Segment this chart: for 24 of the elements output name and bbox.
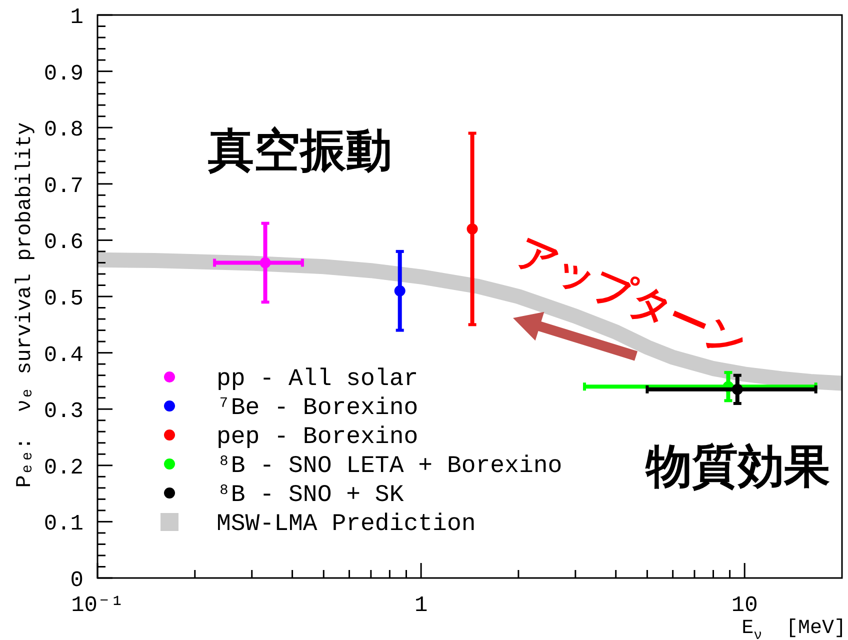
y-tick-label: 0.7 — [44, 174, 84, 199]
annotation: 真空振動 — [208, 123, 392, 177]
y-tick-label: 0.3 — [44, 399, 84, 424]
legend-label: ⁸B - SNO + SK — [216, 482, 404, 509]
y-tick-label: 0.2 — [44, 455, 84, 480]
annotation: 物質効果 — [646, 439, 830, 493]
y-tick-label: 0.5 — [44, 286, 84, 312]
y-tick-label: 0.8 — [44, 118, 84, 143]
annotation: アップターン — [510, 228, 754, 368]
x-tick-label: 10 — [731, 593, 758, 618]
legend-label: pep - Borexino — [216, 424, 418, 451]
y-tick-label: 0.1 — [44, 512, 84, 537]
legend-label: MSW-LMA Prediction — [216, 511, 476, 538]
legend-label: ⁷Be - Borexino — [216, 395, 418, 422]
y-tick-label: 0.4 — [44, 342, 84, 368]
x-tick-label: 10⁻¹ — [71, 593, 124, 618]
legend-label: pp - All solar — [216, 366, 418, 393]
xlabel: E$_{ν}$ [MeV] — [742, 617, 846, 640]
y-tick-label: 0.9 — [44, 61, 84, 86]
x-tick-label: 1 — [414, 593, 428, 618]
y-tick-label: 1 — [70, 5, 84, 30]
y-tick-label: 0.6 — [44, 230, 84, 256]
ylabel: Pₑₑ: νₑ survival probability — [14, 122, 37, 488]
y-tick-label: 0 — [70, 568, 84, 593]
